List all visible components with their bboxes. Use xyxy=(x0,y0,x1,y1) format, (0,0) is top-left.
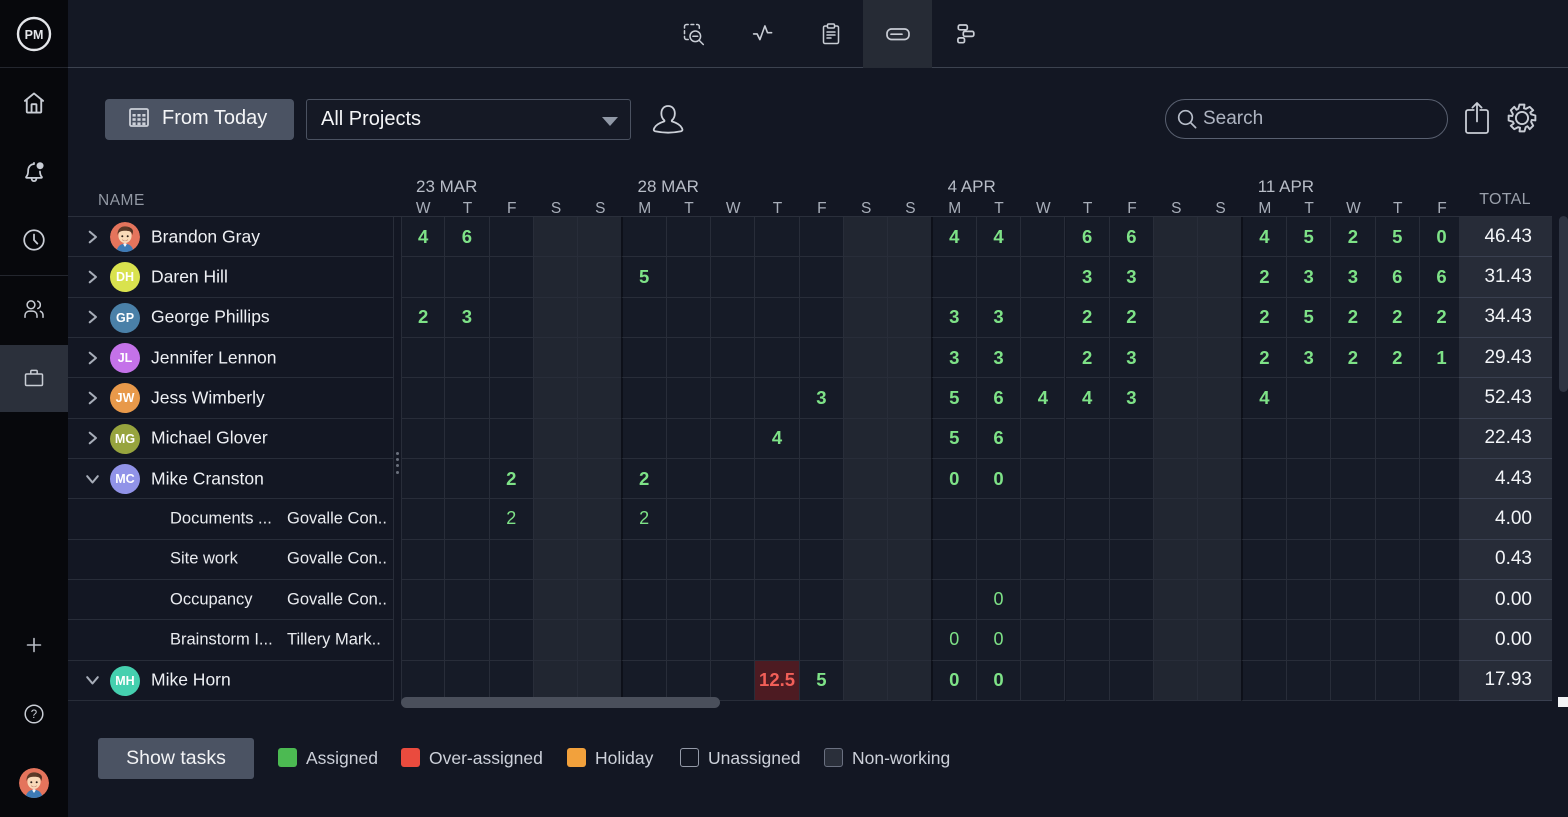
svg-text:?: ? xyxy=(31,709,37,721)
svg-text:PM: PM xyxy=(25,28,44,42)
